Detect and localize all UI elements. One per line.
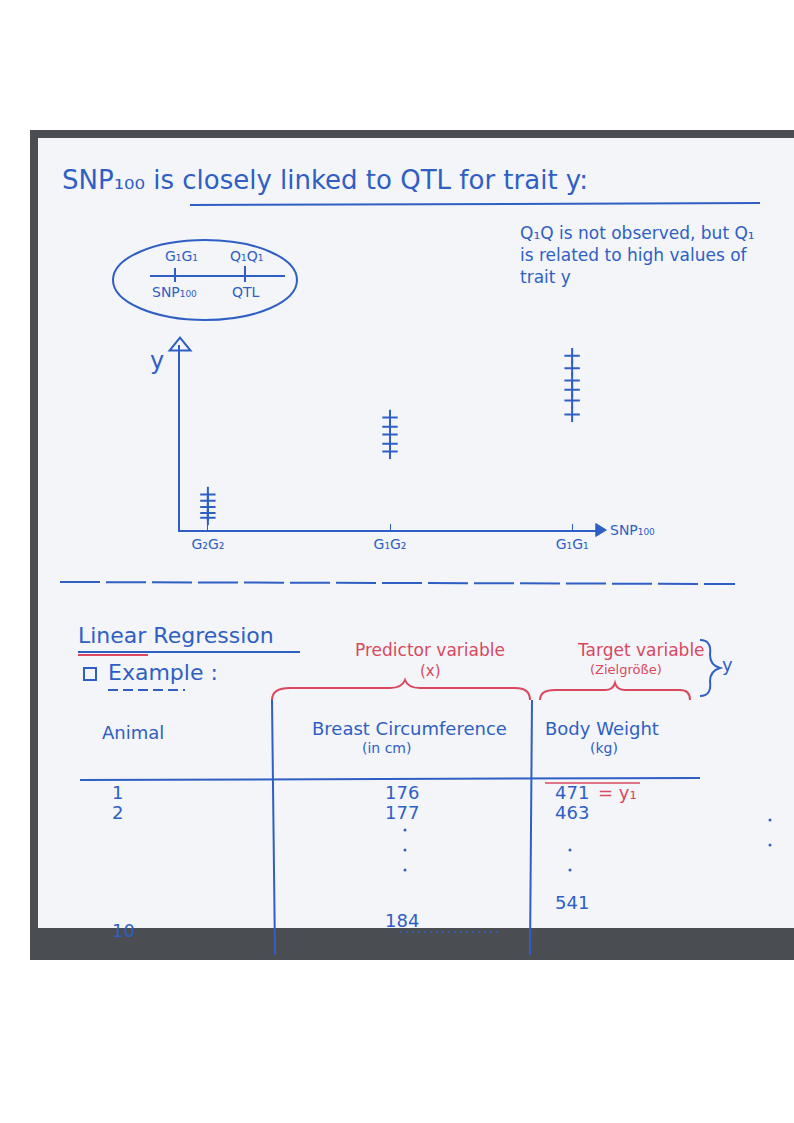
html-text:471: 471 — [555, 782, 590, 803]
html-text:184: 184 — [385, 910, 420, 931]
html-text:(in cm): (in cm) — [362, 740, 412, 756]
html-text:541: 541 — [555, 892, 590, 913]
html-text:(Zielgröße): (Zielgröße) — [590, 662, 662, 677]
html-text:G₁G₁: G₁G₁ — [165, 248, 198, 264]
html-text:Linear Regression: Linear Regression — [78, 623, 274, 648]
html-text:SNP₁₀₀ is closely linked to QT: SNP₁₀₀ is closely linked to QTL for trai… — [62, 165, 589, 195]
html-text:(x): (x) — [420, 662, 441, 680]
html-text:Q₁Q is not observed, but Q₁ is: Q₁Q is not observed, but Q₁ is related t… — [520, 223, 755, 287]
html-text:Example :: Example : — [108, 660, 218, 685]
html-text:Predictor variable: Predictor variable — [355, 640, 505, 660]
html-text:= y₁: = y₁ — [598, 782, 637, 803]
svg-text:G₂G₂: G₂G₂ — [191, 536, 224, 552]
html-text:10: 10 — [112, 920, 135, 941]
html-text:1: 1 — [112, 782, 124, 803]
svg-text:G₁G₁: G₁G₁ — [556, 536, 589, 552]
html-text:176: 176 — [385, 782, 420, 803]
svg-text:SNP₁₀₀: SNP₁₀₀ — [610, 522, 655, 538]
html-text:QTL: QTL — [232, 284, 260, 300]
html-text:y: y — [722, 654, 733, 675]
svg-text:y: y — [150, 347, 164, 375]
html-text:(kg): (kg) — [590, 740, 618, 756]
html-text:Body Weight: Body Weight — [545, 718, 659, 739]
html-text:SNP₁₀₀: SNP₁₀₀ — [152, 284, 197, 300]
html-text:Animal: Animal — [102, 722, 165, 743]
html-text:177: 177 — [385, 802, 420, 823]
html-text:Q₁Q₁: Q₁Q₁ — [230, 248, 264, 264]
html-text:2: 2 — [112, 802, 124, 823]
html-text:463: 463 — [555, 802, 590, 823]
html-text:Target variable: Target variable — [578, 640, 705, 660]
svg-text:G₁G₂: G₁G₂ — [374, 536, 407, 552]
html-text:Breast Circumference: Breast Circumference — [312, 718, 507, 739]
